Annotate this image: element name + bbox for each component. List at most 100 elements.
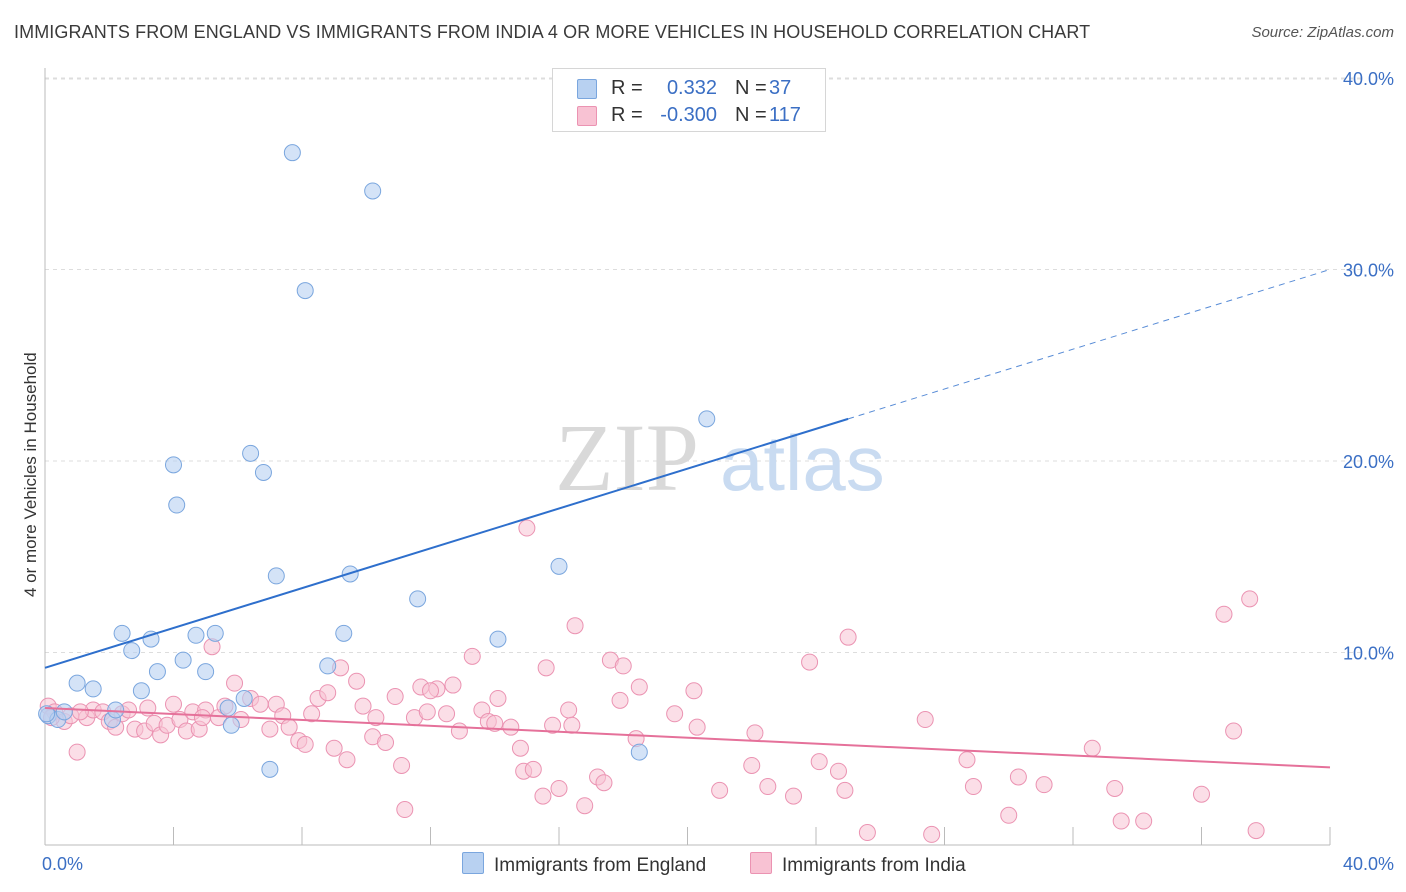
england-point <box>84 680 102 698</box>
india-point <box>858 824 876 842</box>
legend-item-india[interactable]: Immigrants from India <box>750 852 966 877</box>
england-point <box>267 567 285 585</box>
india-point <box>759 778 777 796</box>
india-point <box>1035 776 1053 794</box>
india-point <box>193 709 211 727</box>
india-point <box>319 684 337 702</box>
england-legend-swatch <box>462 852 484 874</box>
india-r-value: -0.300 <box>660 104 717 126</box>
legend-item-england[interactable]: Immigrants from England <box>462 852 706 877</box>
series-legend: Immigrants from England Immigrants from … <box>0 852 1406 880</box>
india-point <box>444 676 462 694</box>
india-point <box>393 756 411 774</box>
india-point <box>964 778 982 796</box>
india-point <box>537 659 555 677</box>
england-point <box>197 663 215 681</box>
england-points <box>38 144 716 778</box>
india-point <box>68 743 86 761</box>
india-point <box>711 781 729 799</box>
x-tick-labels: 0.0% 40.0% <box>42 854 1394 874</box>
india-point <box>923 825 941 843</box>
india-point <box>829 762 847 780</box>
india-legend-swatch <box>750 852 772 874</box>
india-point <box>280 718 298 736</box>
india-point <box>463 647 481 665</box>
india-point <box>544 716 562 734</box>
india-point <box>296 735 314 753</box>
england-point <box>335 624 353 642</box>
y-tick-label: 20.0% <box>1343 452 1394 472</box>
england-point <box>235 689 253 707</box>
india-r-label: R = <box>611 104 643 126</box>
india-point <box>563 716 581 734</box>
india-point <box>367 709 385 727</box>
india-points <box>39 519 1265 843</box>
chart-source: Source: ZipAtlas.com <box>1251 24 1394 41</box>
india-point <box>810 753 828 771</box>
y-tick-labels: 10.0% 20.0% 30.0% 40.0% <box>1343 69 1394 664</box>
y-tick-label: 30.0% <box>1343 261 1394 281</box>
india-point <box>560 701 578 719</box>
england-point <box>206 624 224 642</box>
grid-lines <box>45 77 1365 653</box>
india-point <box>524 760 542 778</box>
india-point <box>338 751 356 769</box>
england-point <box>123 642 141 660</box>
england-r-value: 0.332 <box>666 77 717 99</box>
india-point <box>377 734 395 752</box>
england-point <box>148 663 166 681</box>
india-point <box>958 751 976 769</box>
india-point <box>226 674 244 692</box>
england-point <box>364 182 382 200</box>
india-point <box>303 705 321 723</box>
india-point <box>1106 779 1124 797</box>
india-point <box>1000 806 1018 824</box>
india-trend-line <box>44 707 1331 769</box>
england-point <box>319 657 337 675</box>
india-point <box>502 718 520 736</box>
england-point <box>261 760 279 778</box>
india-point <box>1083 739 1101 757</box>
india-point <box>746 724 764 742</box>
england-point <box>219 699 237 717</box>
india-swatch <box>577 106 597 126</box>
england-swatch <box>577 79 597 99</box>
india-point <box>916 711 934 729</box>
england-r-label: R = <box>611 77 643 99</box>
india-point <box>386 688 404 706</box>
india-point <box>348 672 366 690</box>
india-point <box>685 682 703 700</box>
india-point <box>611 691 629 709</box>
india-point <box>450 722 468 740</box>
india-point <box>688 718 706 736</box>
england-trend-line <box>44 417 849 669</box>
india-point <box>666 705 684 723</box>
england-point <box>254 463 272 481</box>
chart-title: IMMIGRANTS FROM ENGLAND VS IMMIGRANTS FR… <box>14 22 1091 42</box>
england-point <box>222 716 240 734</box>
india-point <box>566 617 584 635</box>
india-point <box>261 720 279 738</box>
india-point <box>518 519 536 537</box>
india-point <box>71 703 89 721</box>
england-point <box>187 626 205 644</box>
india-point <box>839 628 857 646</box>
india-point <box>785 787 803 805</box>
trend-lines <box>44 269 1331 769</box>
england-point <box>168 496 186 514</box>
england-point <box>409 590 427 608</box>
x-tick-label-min: 0.0% <box>42 854 83 874</box>
india-point <box>576 797 594 815</box>
y-axis-title: 4 or more Vehicles in Household <box>21 352 40 597</box>
india-point <box>165 695 182 713</box>
x-tick-label-max: 40.0% <box>1343 854 1394 874</box>
india-point <box>836 781 854 799</box>
england-point <box>296 282 314 300</box>
india-point <box>1241 590 1259 608</box>
england-point <box>698 410 716 428</box>
india-point <box>486 714 504 732</box>
legend-row-india: R = -0.300 N = 117 <box>553 102 825 128</box>
india-legend-label: Immigrants from India <box>782 855 966 876</box>
correlation-legend: R = 0.332 N = 37 R = -0.300 N = 117 <box>552 68 826 132</box>
england-n-value: 37 <box>769 77 792 99</box>
